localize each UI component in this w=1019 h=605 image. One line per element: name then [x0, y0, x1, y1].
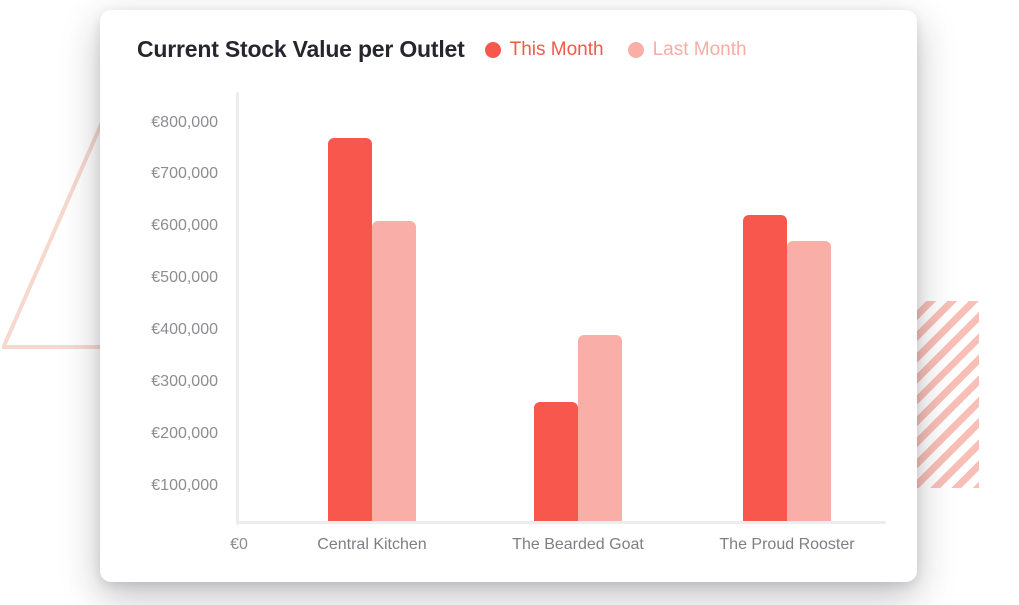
legend-label-last-month: Last Month: [652, 38, 747, 60]
legend-dot-this-month-icon: [484, 41, 501, 58]
card-header: Current Stock Value per Outlet This Mont…: [137, 36, 747, 63]
bar-last-month-central-kitchen[interactable]: [372, 220, 416, 522]
legend-label-this-month: This Month: [509, 38, 604, 60]
x-axis-line: [236, 521, 886, 524]
y-axis-tick-label: €500,000: [151, 269, 218, 287]
chart-legend: This Month Last Month: [484, 38, 747, 61]
y-axis-tick-label: €300,000: [151, 373, 218, 390]
y-axis-tick-label: €200,000: [151, 424, 218, 442]
bar-this-month-central-kitchen[interactable]: [328, 137, 372, 522]
y-axis-tick-label: €700,000: [151, 165, 218, 183]
y-axis-tick-label: €800,000: [151, 113, 218, 131]
x-axis-label: The Proud Rooster: [719, 536, 855, 553]
y-axis-tick-label: €600,000: [151, 217, 218, 235]
bar-this-month-the-bearded-goat[interactable]: [534, 402, 578, 522]
y-axis-origin-label: €0: [230, 536, 248, 553]
y-axis-tick-label: €400,000: [151, 321, 218, 339]
bar-last-month-the-proud-rooster[interactable]: [787, 241, 831, 522]
y-axis-tick-label: €100,000: [151, 476, 218, 494]
bar-chart: €800,000 €700,000 €600,000 €500,000 €400,000…: [100, 10, 917, 582]
bar-last-month-the-bearded-goat[interactable]: [578, 334, 622, 522]
chart-card: Current Stock Value per Outlet This Mont…: [100, 10, 917, 582]
y-axis-line: [236, 92, 239, 525]
x-axis-label: Central Kitchen: [317, 536, 427, 553]
x-axis-label: The Bearded Goat: [512, 536, 644, 553]
decorative-stripes: [905, 301, 979, 488]
bar-this-month-the-proud-rooster[interactable]: [743, 215, 787, 522]
legend-item-last-month[interactable]: Last Month: [627, 38, 747, 61]
legend-item-this-month[interactable]: This Month: [484, 38, 604, 61]
chart-title: Current Stock Value per Outlet: [137, 36, 465, 62]
legend-dot-last-month-icon: [627, 41, 644, 58]
